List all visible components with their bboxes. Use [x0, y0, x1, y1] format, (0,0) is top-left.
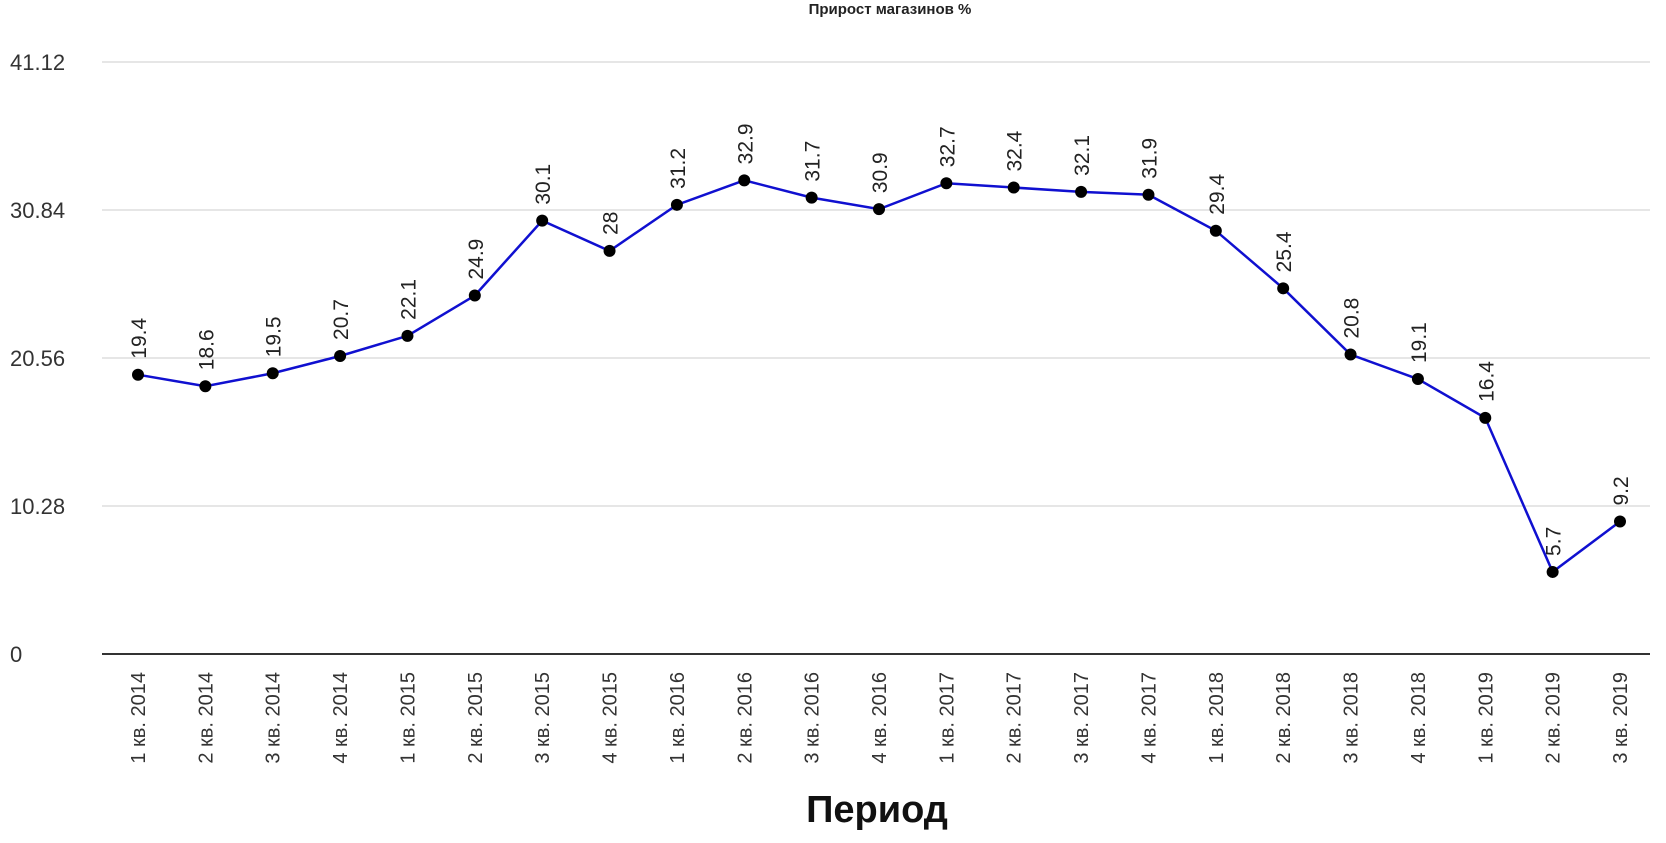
data-point: [1209, 224, 1222, 237]
data-label: 30.9: [869, 152, 892, 193]
x-tick-label: 3 кв. 2014: [263, 672, 285, 764]
series-group: [132, 174, 1626, 578]
x-tick-label: 4 кв. 2017: [1138, 672, 1160, 764]
data-point: [738, 174, 751, 187]
x-tick-label: 4 кв. 2018: [1408, 672, 1430, 764]
data-label: 24.9: [465, 239, 488, 280]
data-point: [1075, 185, 1088, 198]
x-axis-ticks: 1 кв. 2014 2 кв. 2014 3 кв. 2014 4 кв. 2014…: [128, 672, 1632, 764]
x-tick-label: 1 кв. 2015: [397, 672, 419, 764]
x-axis-title: Период: [806, 789, 948, 831]
data-point: [1479, 411, 1492, 424]
data-label: 32.7: [936, 126, 959, 167]
y-axis-ticks: 0 10.28 20.56 30.84 41.12: [10, 50, 65, 667]
x-tick-label: 2 кв. 2018: [1273, 672, 1295, 764]
data-label: 25.4: [1273, 231, 1296, 272]
data-point: [334, 349, 347, 362]
data-labels: 19.4 18.6 19.5 20.7 22.1 24.9 30.1 28 31.2 32.9 31…: [128, 123, 1633, 555]
data-label: 28: [600, 212, 623, 235]
data-point: [1007, 181, 1020, 194]
data-label: 30.1: [532, 164, 555, 205]
data-point: [266, 367, 279, 380]
x-tick-label: 1 кв. 2019: [1475, 672, 1497, 764]
data-label: 19.4: [128, 318, 151, 359]
data-label: 31.2: [667, 148, 690, 189]
data-label: 9.2: [1610, 476, 1633, 505]
x-tick-label: 2 кв. 2017: [1004, 672, 1026, 764]
data-point: [536, 214, 549, 227]
x-tick-label: 2 кв. 2014: [195, 672, 217, 764]
x-tick-label: 1 кв. 2018: [1206, 672, 1228, 764]
data-point: [1142, 188, 1155, 201]
data-point: [603, 244, 616, 257]
data-label: 32.4: [1004, 130, 1027, 171]
x-tick-label: 3 кв. 2019: [1610, 672, 1632, 764]
data-point: [1614, 515, 1626, 528]
data-label: 31.9: [1138, 138, 1161, 179]
x-tick-label: 3 кв. 2017: [1071, 672, 1093, 764]
data-label: 18.6: [195, 329, 218, 370]
x-tick-label: 2 кв. 2015: [465, 672, 487, 764]
y-tick-label: 41.12: [10, 50, 65, 75]
data-label: 22.1: [397, 279, 420, 320]
data-point: [468, 289, 481, 302]
data-label: 5.7: [1543, 527, 1566, 556]
data-label: 20.8: [1341, 298, 1364, 339]
x-tick-label: 4 кв. 2016: [869, 672, 891, 764]
x-tick-label: 2 кв. 2019: [1543, 672, 1565, 764]
grid-lines: [102, 61, 1650, 655]
data-point: [873, 203, 885, 216]
x-tick-label: 3 кв. 2015: [532, 672, 554, 764]
x-tick-label: 3 кв. 2016: [802, 672, 824, 764]
data-point: [1546, 565, 1559, 578]
data-label: 31.7: [802, 141, 825, 182]
x-tick-label: 1 кв. 2017: [936, 672, 958, 764]
data-point: [1344, 348, 1357, 361]
data-label: 19.1: [1408, 322, 1431, 363]
x-tick-label: 3 кв. 2018: [1341, 672, 1363, 764]
x-tick-label: 1 кв. 2014: [128, 672, 150, 764]
series-line: [137, 179, 1621, 574]
y-tick-label: 20.56: [10, 346, 65, 371]
data-label: 32.1: [1071, 135, 1094, 176]
y-tick-label: 0: [10, 642, 22, 667]
data-point: [805, 191, 818, 204]
data-point: [199, 380, 212, 393]
data-label: 29.4: [1206, 174, 1229, 215]
data-point: [670, 198, 683, 211]
data-label: 20.7: [330, 299, 353, 340]
data-label: 19.5: [263, 316, 286, 357]
data-point: [1411, 373, 1424, 386]
x-tick-label: 2 кв. 2016: [734, 672, 756, 764]
x-tick-label: 4 кв. 2014: [330, 672, 352, 764]
x-tick-label: 1 кв. 2016: [667, 672, 689, 764]
data-point: [132, 368, 144, 381]
chart-title: Прирост магазинов %: [809, 1, 972, 18]
data-point: [401, 329, 414, 342]
y-tick-label: 30.84: [10, 198, 65, 223]
data-point: [1277, 282, 1290, 295]
data-point: [940, 177, 953, 190]
y-tick-label: 10.28: [10, 494, 65, 519]
data-label: 16.4: [1475, 361, 1498, 402]
x-tick-label: 4 кв. 2015: [600, 672, 622, 764]
data-label: 32.9: [734, 123, 757, 164]
